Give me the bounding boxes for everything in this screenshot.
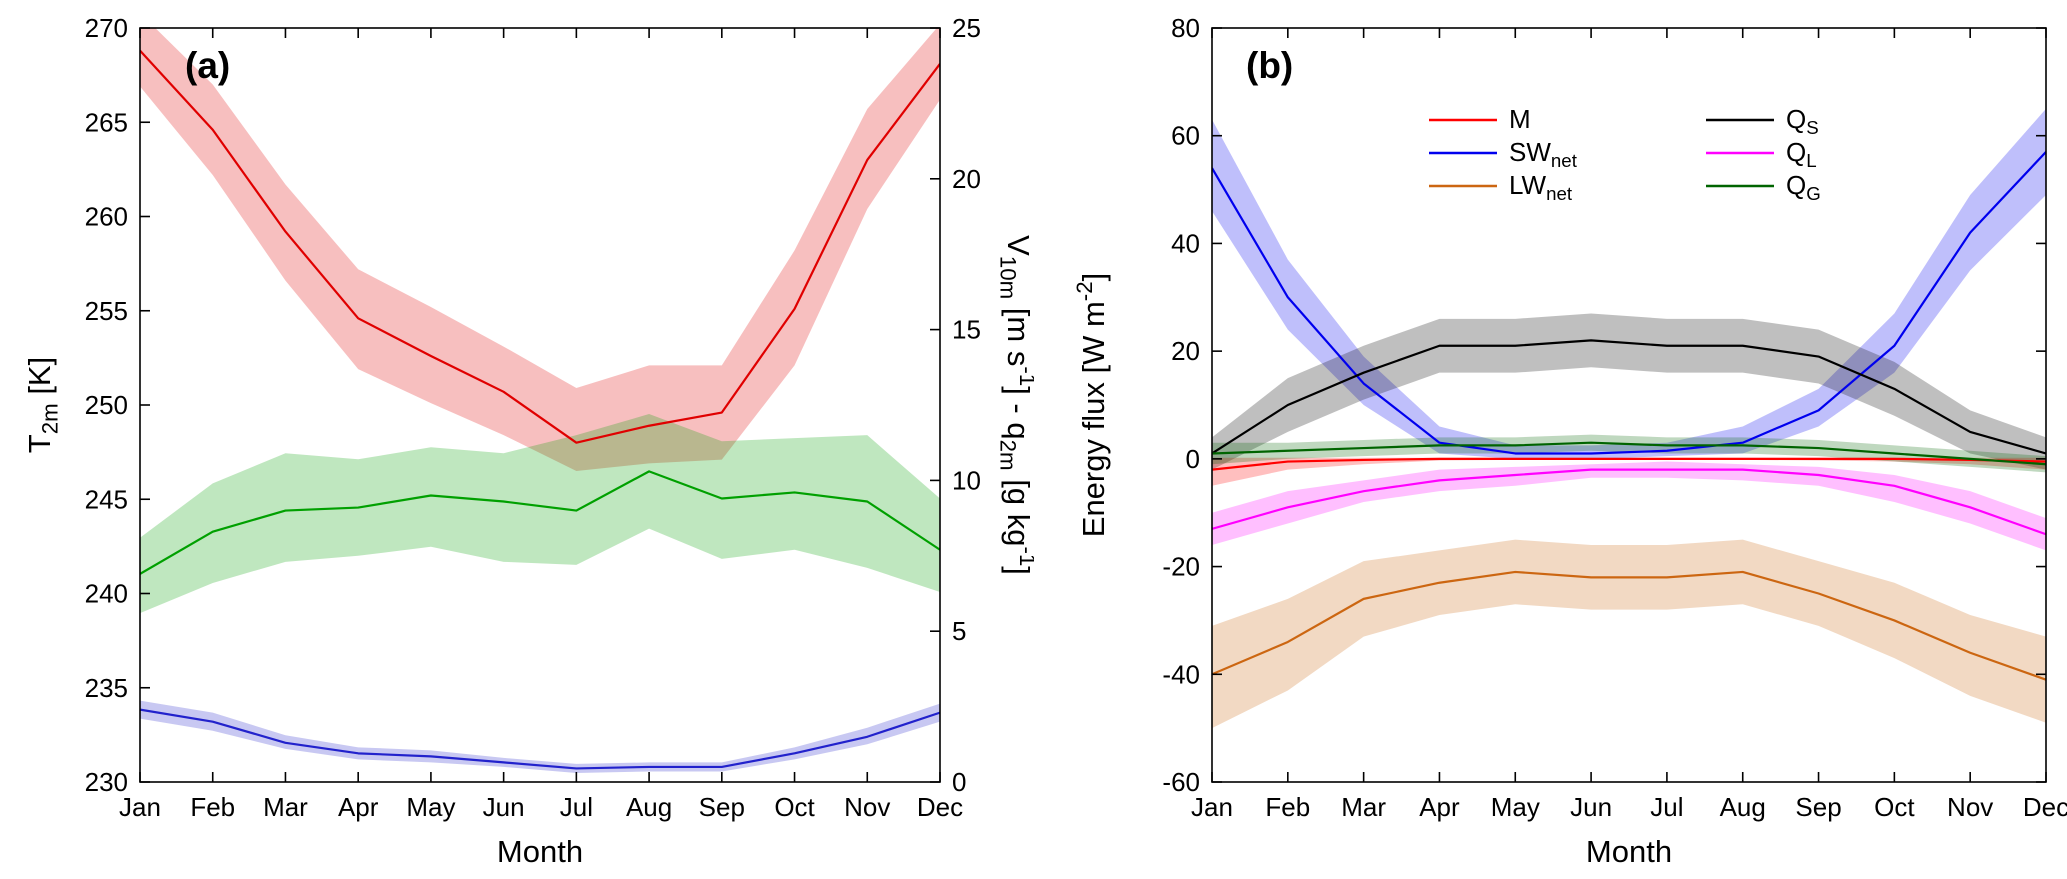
x-tick-label: Sep [1795, 792, 1841, 822]
y-tick-label-left: -20 [1162, 552, 1200, 582]
y-tick-label-right: 25 [952, 13, 981, 43]
legend-label-M: M [1509, 104, 1531, 134]
series-band-LWnet [1212, 539, 2046, 729]
x-tick-label: Nov [844, 792, 890, 822]
y-tick-label-left: 20 [1171, 336, 1200, 366]
y-tick-label-right: 5 [952, 616, 966, 646]
y-tick-label-left: -60 [1162, 767, 1200, 797]
legend-label-QL: QL [1786, 137, 1817, 171]
legend-label-QG: QG [1786, 170, 1821, 204]
y-axis-label-left: T2m [K] [22, 357, 62, 453]
axes-box [1211, 27, 2047, 783]
x-tick-label: Oct [1874, 792, 1915, 822]
series-band-QL [1212, 461, 2046, 551]
y-tick-label-left: 80 [1171, 13, 1200, 43]
y-tick-label-left: 0 [1186, 444, 1200, 474]
x-tick-label: Feb [190, 792, 235, 822]
legend-label-SWnet: SWnet [1509, 137, 1578, 171]
x-tick-label: Jun [1570, 792, 1612, 822]
x-tick-label: Mar [263, 792, 308, 822]
series-line-QS [1212, 339, 2046, 455]
x-tick-label: Dec [917, 792, 963, 822]
y-tick-label-left: 230 [85, 767, 128, 797]
series-line-QG [1212, 441, 2046, 466]
y-tick-label-left: 250 [85, 390, 128, 420]
panel-label: (b) [1246, 45, 1293, 86]
y-tick-label-right: 10 [952, 465, 981, 495]
x-tick-label: Sep [699, 792, 745, 822]
series-line-SWnet [1212, 151, 2046, 455]
x-axis-label: Month [497, 834, 583, 869]
x-tick-label: Apr [338, 792, 379, 822]
x-tick-label: Feb [1265, 792, 1310, 822]
x-tick-label: Aug [1720, 792, 1766, 822]
x-tick-label: May [406, 792, 455, 822]
y-tick-label-right: 0 [952, 767, 966, 797]
series-band-T2m [140, 28, 940, 471]
legend-label-QS: QS [1786, 104, 1819, 138]
plot-area [1212, 108, 2046, 729]
y-tick-label-left: 235 [85, 673, 128, 703]
x-tick-label: Nov [1947, 792, 1993, 822]
series-line-T2m [140, 49, 940, 444]
series-line-q2m [140, 708, 940, 770]
series-line-QL [1212, 468, 2046, 536]
y-tick-label-right: 20 [952, 164, 981, 194]
panel-a-chart: Jan Feb Mar Apr May Jun Jul Aug Sep Oct Nov Dec 230 2… [22, 13, 1034, 869]
x-tick-label: Jan [119, 792, 161, 822]
y-tick-label-left: 240 [85, 579, 128, 609]
y-tick-label-left: 260 [85, 202, 128, 232]
x-tick-label: Jul [560, 792, 593, 822]
panel-b-chart: Jan Feb Mar Apr May Jun Jul Aug Sep Oct Nov Dec -60 -… [1072, 13, 2067, 869]
series-line-V10m [140, 470, 940, 575]
x-tick-label: Oct [774, 792, 815, 822]
legend-label-LWnet: LWnet [1509, 170, 1573, 204]
y-tick-label-right: 15 [952, 315, 981, 345]
y-tick-label-left: 245 [85, 484, 128, 514]
x-tick-label: Jul [1650, 792, 1683, 822]
x-tick-label: Mar [1341, 792, 1386, 822]
x-tick-label: Jun [483, 792, 525, 822]
series-band-QG [1212, 434, 2046, 473]
series-line-M [1212, 457, 2046, 471]
y-tick-label-left: 265 [85, 107, 128, 137]
y-tick-label-left: 60 [1171, 121, 1200, 151]
series-band-q2m [140, 700, 940, 773]
y-tick-label-left: 255 [85, 296, 128, 326]
series-band-SWnet [1212, 108, 2046, 459]
x-tick-label: Dec [2023, 792, 2067, 822]
y-axis-label-right: V10m [m s-1] - q2m [g kg-1] [996, 235, 1034, 575]
y-tick-label-left: 40 [1171, 228, 1200, 258]
x-tick-label: Aug [626, 792, 672, 822]
plot-area [140, 28, 940, 773]
series-line-LWnet [1212, 570, 2046, 681]
y-tick-label-left: 270 [85, 13, 128, 43]
panel-label: (a) [185, 45, 230, 86]
x-tick-label: Jan [1191, 792, 1233, 822]
y-axis-label-left: Energy flux [W m-2] [1072, 273, 1111, 537]
x-tick-label: May [1491, 792, 1540, 822]
x-tick-label: Apr [1419, 792, 1460, 822]
y-tick-label-left: -40 [1162, 659, 1200, 689]
series-band-V10m [140, 414, 940, 614]
x-axis-label: Month [1586, 834, 1672, 869]
